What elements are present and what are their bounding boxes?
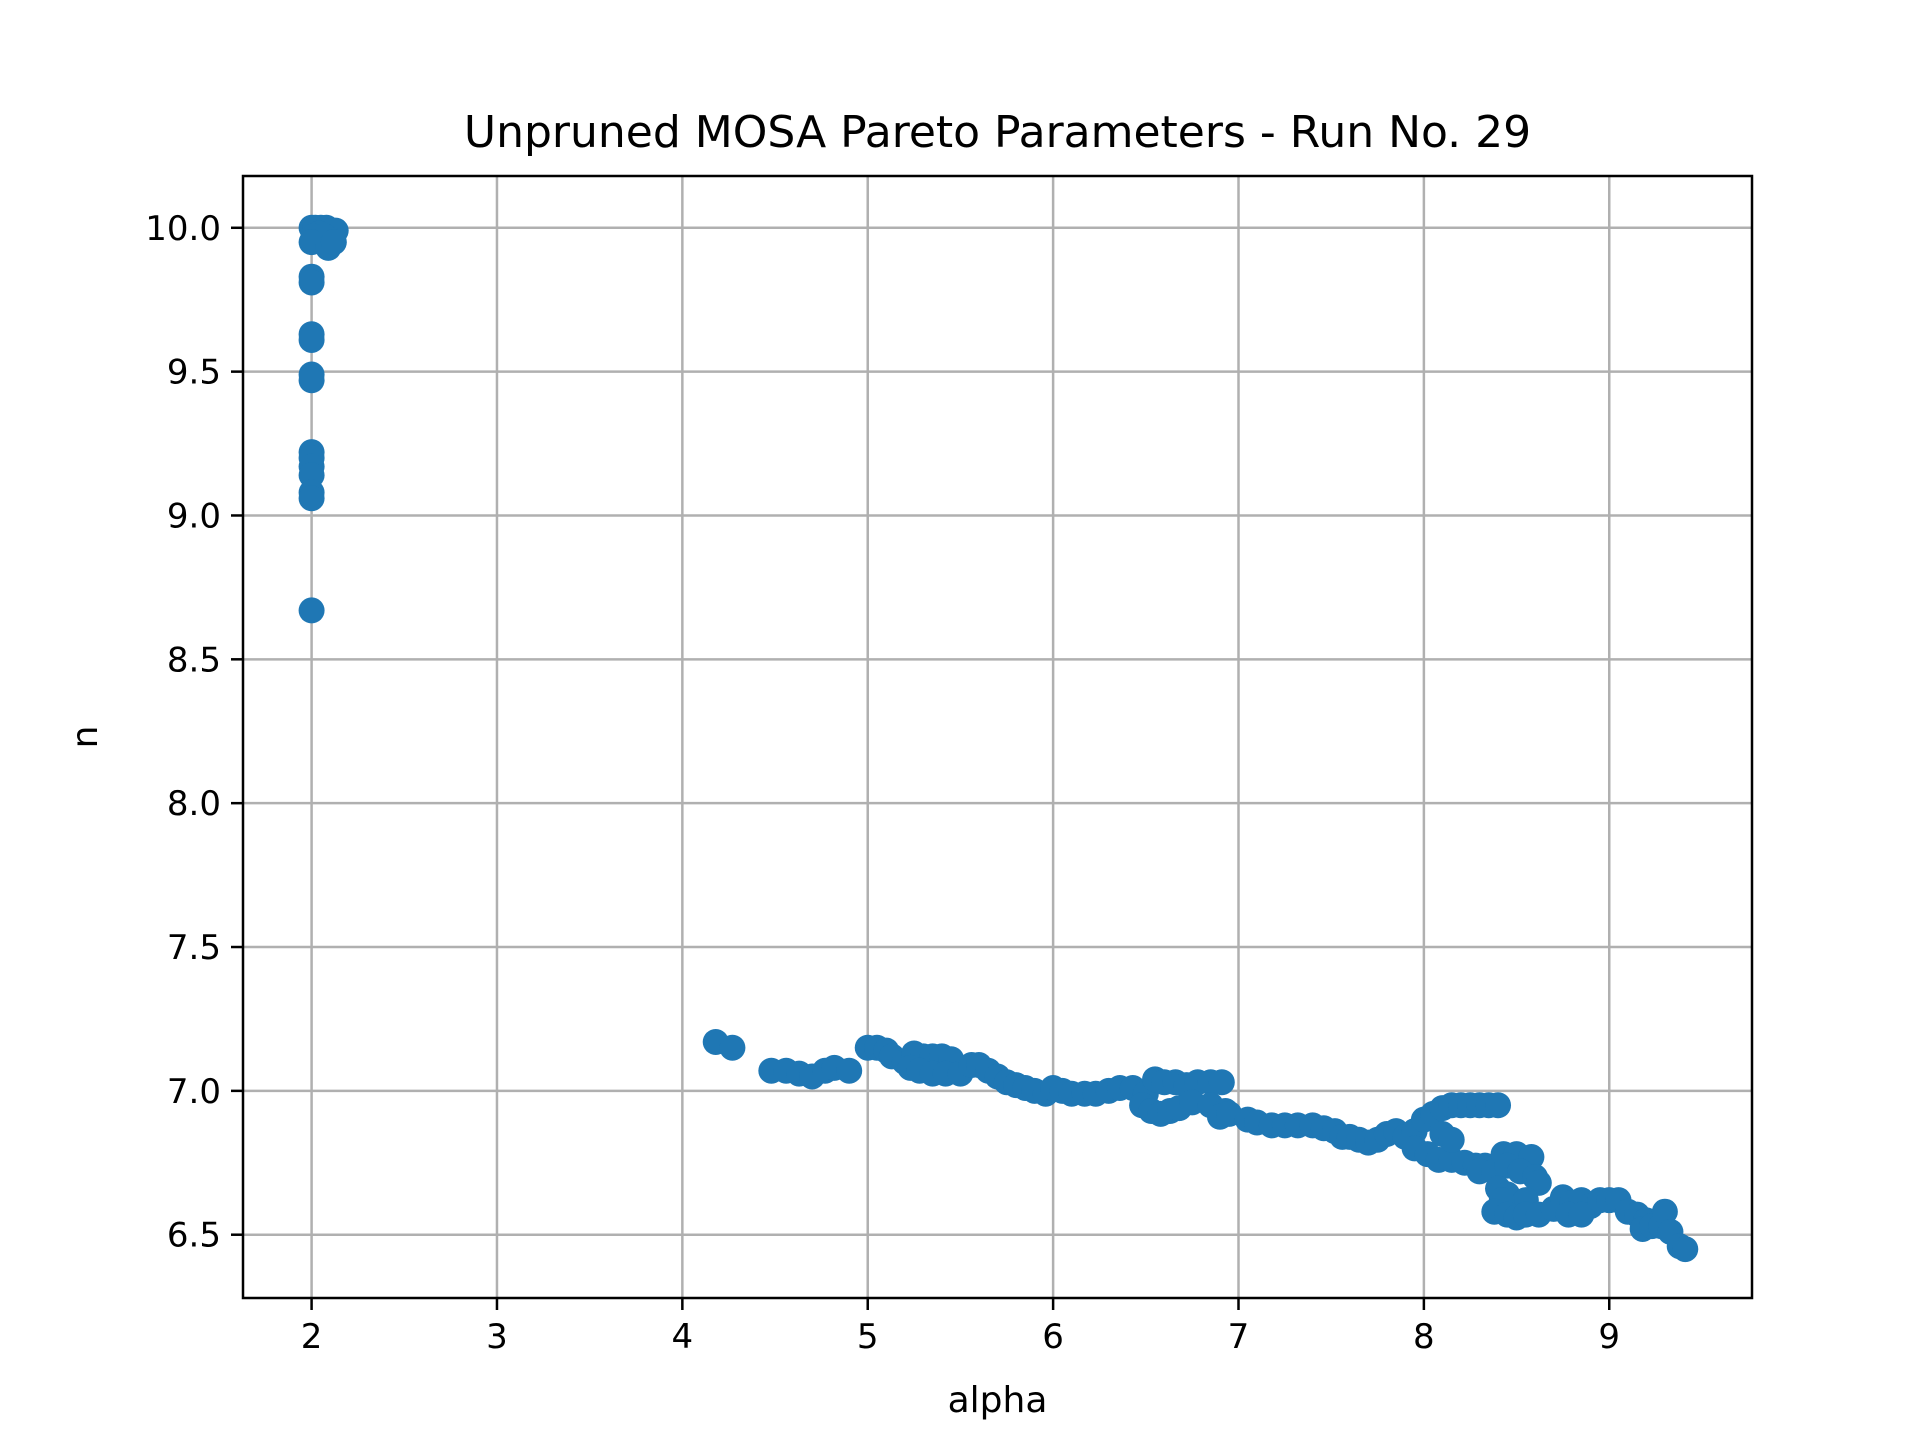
y-tick-label: 10.0 xyxy=(145,209,221,249)
y-tick-label: 8.5 xyxy=(167,640,221,680)
chart-title: Unpruned MOSA Pareto Parameters - Run No… xyxy=(464,107,1531,158)
y-axis-label: n xyxy=(65,726,106,749)
plot-frame xyxy=(241,174,1754,1300)
y-tick-label: 6.5 xyxy=(167,1216,221,1256)
data-point xyxy=(1672,1236,1699,1263)
x-tick-label: 6 xyxy=(1042,1317,1064,1357)
data-point xyxy=(1651,1198,1678,1225)
y-tick-label: 7.0 xyxy=(167,1072,221,1112)
x-tick-label: 9 xyxy=(1598,1317,1620,1357)
data-points xyxy=(298,214,1699,1263)
x-tick-label: 8 xyxy=(1413,1317,1435,1357)
y-tick-label: 9.0 xyxy=(167,496,221,536)
y-tick-label: 9.5 xyxy=(167,353,221,393)
data-point xyxy=(298,367,325,394)
data-point xyxy=(836,1057,863,1084)
x-tick-label: 3 xyxy=(486,1317,508,1357)
data-point xyxy=(1438,1126,1465,1153)
y-tick-label: 8.0 xyxy=(167,784,221,824)
data-point xyxy=(298,597,325,624)
x-tick-label: 2 xyxy=(301,1317,323,1357)
data-point xyxy=(1485,1092,1512,1119)
y-tick-label: 7.5 xyxy=(167,928,221,968)
data-point xyxy=(298,269,325,296)
data-point xyxy=(298,485,325,512)
x-axis-ticks: 2 3 4 5 6 7 8 9 xyxy=(301,1298,1620,1357)
x-axis-label: alpha xyxy=(948,1380,1048,1421)
y-axis-ticks: 6.5 7.0 7.5 8.0 8.5 9.0 9.5 10.0 xyxy=(145,209,243,1256)
x-tick-label: 7 xyxy=(1228,1317,1250,1357)
data-point xyxy=(1568,1201,1595,1228)
x-tick-label: 5 xyxy=(857,1317,879,1357)
data-point xyxy=(719,1034,746,1061)
data-point xyxy=(320,229,347,256)
data-point xyxy=(298,326,325,353)
data-point xyxy=(1208,1069,1235,1096)
x-tick-label: 4 xyxy=(672,1317,694,1357)
